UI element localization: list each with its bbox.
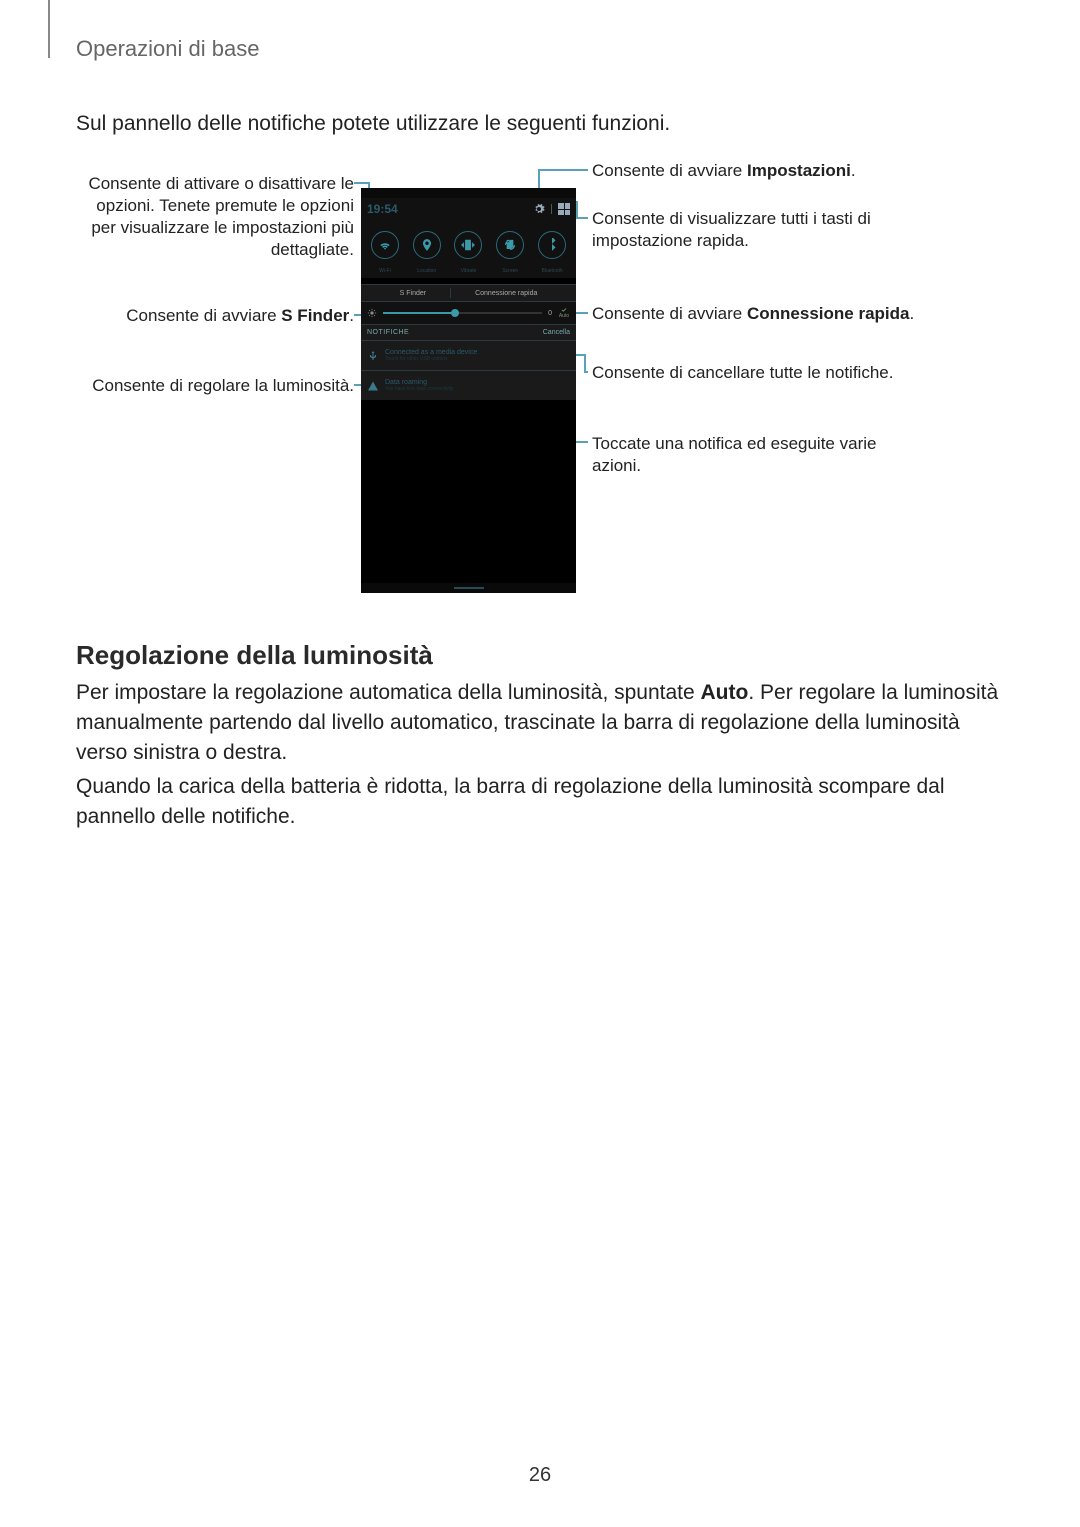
gear-icon[interactable] [533, 203, 545, 215]
grid-icon[interactable] [558, 203, 570, 215]
clear-all-button[interactable]: Cancella [543, 329, 570, 336]
leader-line [354, 182, 368, 184]
warning-icon [367, 380, 379, 392]
notification-item[interactable]: Data roaming You have lost data connecti… [361, 370, 576, 400]
wifi-toggle[interactable] [371, 231, 399, 259]
vibrate-icon [461, 238, 475, 252]
toggle-label: Location [406, 268, 448, 278]
para1-bold: Auto [701, 681, 749, 704]
rotate-icon [503, 238, 517, 252]
callout-right-tap: Toccate una notifica ed eseguite varie a… [592, 433, 922, 477]
screen-toggle[interactable] [496, 231, 524, 259]
callout-left-brightness: Consente di regolare la luminosità. [76, 375, 354, 397]
divider [551, 204, 552, 214]
location-icon [420, 238, 434, 252]
callout-right-quicksettings: Consente di visualizzare tutti i tasti d… [592, 208, 922, 252]
callout-right-settings: Consente di avviare Impostazioni. [592, 160, 922, 182]
notification-subtitle: You have lost data connectivity [385, 386, 453, 392]
notification-title: Connected as a media device [385, 349, 477, 356]
usb-icon [367, 350, 379, 362]
phone-top-icons [533, 203, 570, 215]
callout-right-settings-bold: Impostazioni [747, 161, 851, 180]
brightness-row: 0 Auto [361, 302, 576, 324]
callout-left-toggles: Consente di attivare o disattivare le op… [76, 173, 354, 261]
figure-area: Consente di attivare o disattivare le op… [76, 155, 1004, 600]
brightness-slider[interactable] [383, 312, 542, 314]
phone-screenshot: 19:54 Wi-Fi Location Vibrate Screen Blue… [361, 188, 576, 593]
phone-statusbar [361, 188, 576, 198]
callout-left-sfinder-bold: S Finder [281, 306, 349, 325]
toggle-label: Wi-Fi [364, 268, 406, 278]
callout-right-conn-bold: Connessione rapida [747, 304, 909, 323]
notification-subtitle: Touch for other USB options [385, 356, 477, 362]
bluetooth-toggle[interactable] [538, 231, 566, 259]
body-paragraph-1: Per impostare la regolazione automatica … [76, 678, 1004, 767]
divider [450, 288, 451, 298]
brightness-value: 0 [548, 310, 552, 317]
callout-right-conn: Consente di avviare Connessione rapida. [592, 303, 922, 325]
notifications-header-label: NOTIFICHE [367, 329, 409, 336]
vibrate-toggle[interactable] [454, 231, 482, 259]
notification-item[interactable]: Connected as a media device Touch for ot… [361, 340, 576, 370]
callout-right-clear: Consente di cancellare tutte le notifich… [592, 362, 922, 384]
body-paragraph-2: Quando la carica della batteria è ridott… [76, 772, 1004, 832]
callout-left-sfinder: Consente di avviare S Finder. [76, 305, 354, 327]
para1-a: Per impostare la regolazione automatica … [76, 681, 701, 704]
leader-line [584, 371, 588, 373]
brightness-slider-thumb[interactable] [451, 309, 459, 317]
quick-toggles-row [361, 220, 576, 268]
auto-brightness-check[interactable]: Auto [558, 307, 570, 319]
bluetooth-icon [545, 238, 559, 252]
brightness-slider-fill [383, 312, 455, 314]
callout-left-sfinder-pre: Consente di avviare [126, 306, 281, 325]
leader-line [576, 217, 588, 219]
callout-right-settings-pre: Consente di avviare [592, 161, 747, 180]
page-number: 26 [0, 1464, 1080, 1487]
callout-right-conn-post: . [909, 304, 914, 323]
notification-title: Data roaming [385, 379, 453, 386]
wifi-icon [378, 238, 392, 252]
section-title: Regolazione della luminosità [76, 640, 433, 671]
leader-line [576, 201, 578, 217]
sfinder-button[interactable]: S Finder [394, 290, 432, 297]
auto-label: Auto [559, 313, 569, 319]
brightness-icon [367, 308, 377, 318]
leader-line [584, 354, 586, 371]
phone-time: 19:54 [367, 202, 398, 216]
callout-right-conn-pre: Consente di avviare [592, 304, 747, 323]
notifications-header: NOTIFICHE Cancella [361, 324, 576, 340]
intro-text: Sul pannello delle notifiche potete util… [76, 112, 670, 136]
toggle-label: Screen [489, 268, 531, 278]
notification-text: Connected as a media device Touch for ot… [385, 349, 477, 362]
notification-text: Data roaming You have lost data connecti… [385, 379, 453, 392]
phone-time-row: 19:54 [361, 198, 576, 220]
toggle-label: Vibrate [448, 268, 490, 278]
sfinder-row: S Finder Connessione rapida [361, 284, 576, 302]
quick-connect-button[interactable]: Connessione rapida [469, 290, 543, 297]
location-toggle[interactable] [413, 231, 441, 259]
phone-bottom-handle[interactable] [361, 583, 576, 593]
toggle-labels-row: Wi-Fi Location Vibrate Screen Bluetooth [361, 268, 576, 278]
page-side-rule [48, 0, 50, 58]
callout-right-settings-post: . [851, 161, 856, 180]
toggle-label: Bluetooth [531, 268, 573, 278]
callout-left-sfinder-post: . [349, 306, 354, 325]
page-header-title: Operazioni di base [76, 36, 259, 62]
leader-line [538, 169, 588, 171]
